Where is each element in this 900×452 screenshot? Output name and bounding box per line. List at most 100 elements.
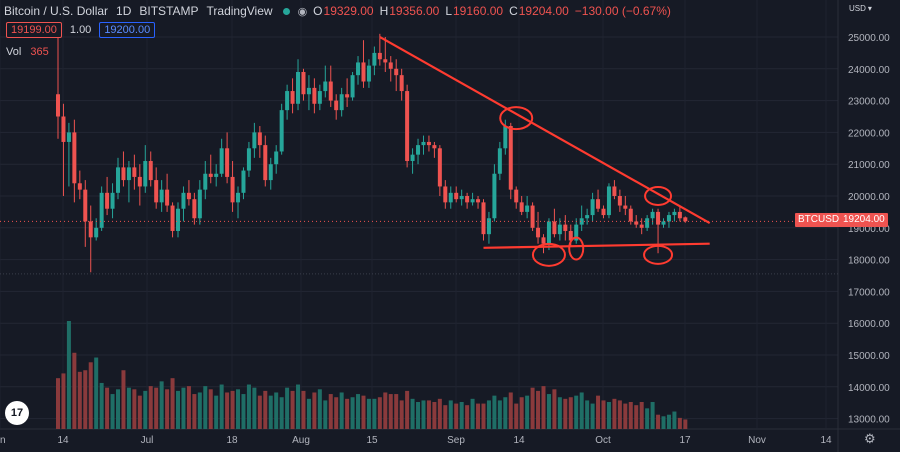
currency-selector[interactable]: USD ▾ [847,3,872,14]
candle-body [377,52,382,60]
buy-button[interactable]: 19200.00 [99,22,156,38]
close-label: C [509,4,518,18]
volume-bar [394,394,399,429]
volume-bar [246,384,251,429]
volume-bar [306,398,311,429]
candle-body [448,192,453,203]
circle-top-1 [499,106,534,131]
x-tick-label: Oct [595,435,611,446]
candle-body [454,192,459,200]
volume-bar [214,395,219,429]
candle-body [263,145,268,181]
candle-body [536,227,541,238]
volume-bar [377,397,382,429]
candle-body [677,211,682,219]
volume-bar [110,394,115,429]
candle-body [416,145,421,155]
candle-body [525,205,530,212]
volume-bar [486,400,491,429]
x-tick-label: Sep [447,435,465,446]
candle-body [306,87,311,95]
candle-body [476,199,481,203]
volume-bar [454,403,459,429]
volume-bar [634,405,639,429]
candle-body [236,192,241,203]
candle-body [296,71,301,104]
volume-bar [317,389,322,429]
volume-bar [268,395,273,429]
volume-bar [503,397,508,429]
x-tick-label: 18 [226,435,238,446]
volume-bar [476,403,481,429]
candle-body [519,202,524,212]
volume-bar [334,397,339,429]
volume-bar [481,403,486,429]
candle-body [225,148,230,177]
trade-panel: 19199.00 1.00 19200.00 [6,22,156,38]
volume-bar [56,378,60,429]
candle-body [186,192,191,200]
y-tick-label: 15000.00 [848,351,890,362]
volume-value: 365 [30,46,49,58]
y-tick-label: 23000.00 [848,97,890,108]
volume-bar [345,398,350,429]
volume-label[interactable]: Vol [6,46,22,58]
candle-body [372,52,377,66]
gear-icon[interactable]: ⚙ [864,431,876,446]
volume-bar [383,392,388,429]
candle-body [470,199,475,203]
volume-bar [126,387,131,429]
candle-body [165,189,170,206]
sell-button[interactable]: 19199.00 [6,22,62,38]
volume-bar [530,387,535,429]
candle-body [639,224,644,228]
candle-body [634,221,639,225]
volume-bar [323,400,328,429]
x-tick-label: 14 [820,435,832,446]
candle-body [274,151,279,165]
eye-icon[interactable]: ◉ [297,5,308,18]
volume-bar [432,402,437,429]
candle-body [628,208,633,222]
candle-body [328,81,333,101]
circle-bottom-1 [531,242,566,267]
candle-body [334,100,339,111]
candle-body [530,205,535,228]
volume-bar [99,382,104,429]
candle-body [366,65,371,82]
candle-body [77,183,82,190]
volume-bar [421,400,426,429]
volume-bar [301,390,306,429]
volume-bar [72,352,77,429]
candle-body [443,186,448,203]
volume-bar [290,390,295,429]
volume-bar [132,389,137,429]
candle-body [437,148,442,187]
candle-body [285,91,290,111]
candle-body [105,192,110,209]
candle-body [257,132,262,146]
volume-bar [225,392,230,429]
symbol-name[interactable]: Bitcoin / U.S. Dollar [4,4,109,18]
candle-body [459,196,464,200]
volume-bar [536,390,541,429]
volume-bar [279,397,284,429]
open-label: O [313,4,323,18]
y-tick-label: 25000.00 [848,33,890,44]
circle-top-2 [644,186,673,206]
candle-body [72,132,77,184]
candle-body [241,170,246,193]
tradingview-logo-icon[interactable]: 17 [5,401,29,425]
candle-body [410,154,415,162]
candle-body [181,192,186,209]
candle-body [623,205,628,209]
candle-body [541,237,546,244]
interval[interactable]: 1D [116,4,132,18]
volume-bar [497,400,502,429]
candle-body [56,94,60,117]
volume-bar [252,387,257,429]
volume-bar [465,405,470,429]
candle-body [383,59,388,63]
candle-body [645,218,650,228]
